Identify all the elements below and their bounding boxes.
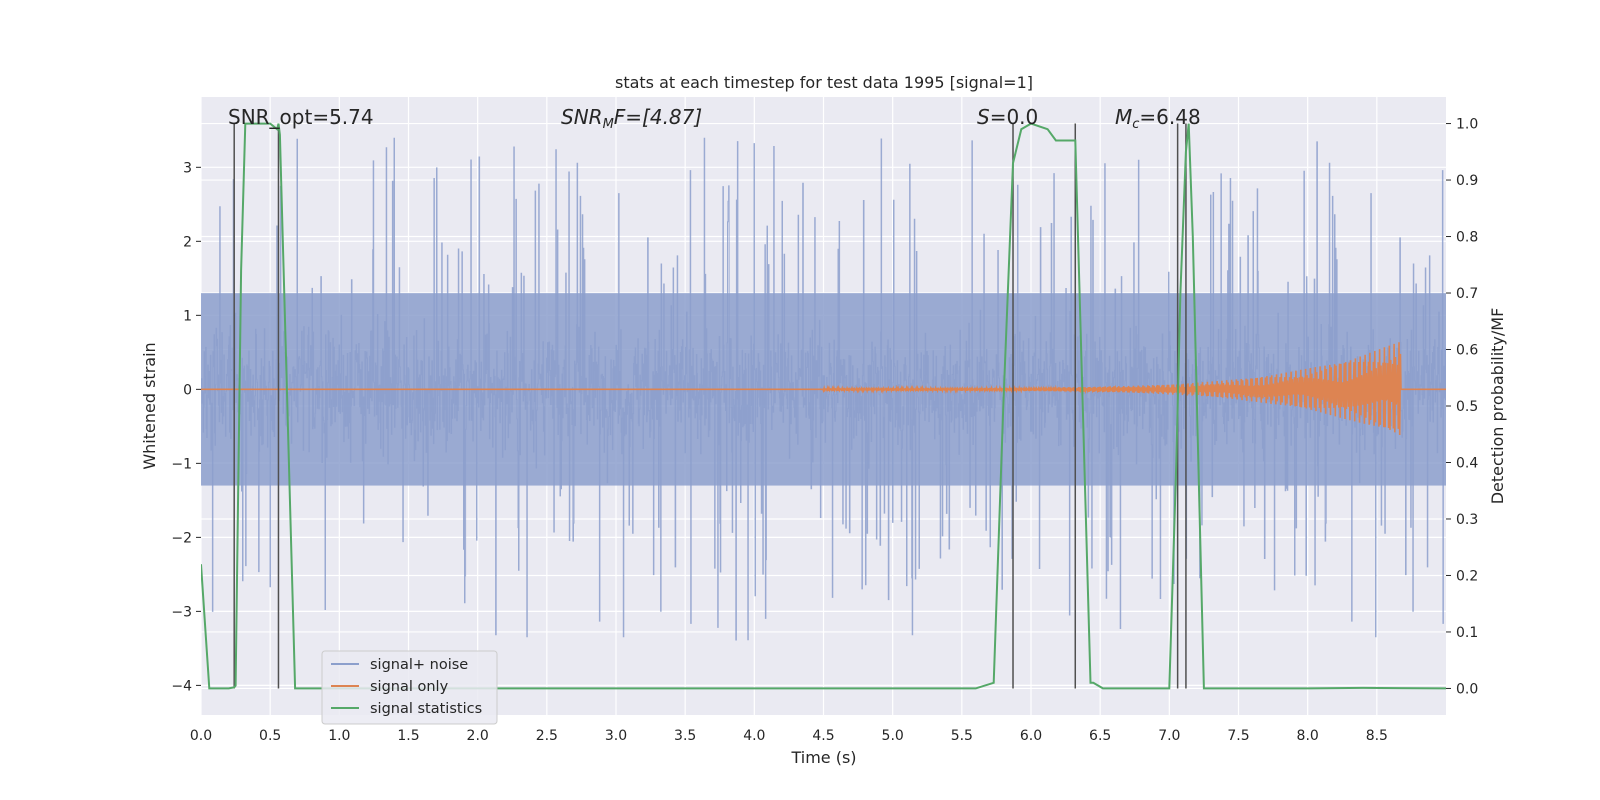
x-tick-label: 8.0 <box>1297 728 1319 744</box>
x-tick-label: 5.5 <box>951 728 973 744</box>
annotation-mc-base: M <box>1115 105 1132 129</box>
signal-statistics-line <box>201 122 1446 690</box>
x-tick-label: 3.0 <box>605 728 627 744</box>
annotation-snr-mf-base: SNR <box>561 105 603 129</box>
x-tick-label: 4.5 <box>812 728 834 744</box>
x-tick-label: 1.5 <box>397 728 419 744</box>
right-y-tick-label: 0.4 <box>1456 455 1478 471</box>
legend-label-signal-only: signal only <box>370 679 449 695</box>
annotation-snr-mf: SNRMF=[4.87] <box>561 105 702 132</box>
left-axis-label: Whitened strain <box>140 342 159 469</box>
left-y-tick-label: 3 <box>183 160 192 176</box>
x-tick-label: 7.5 <box>1227 728 1249 744</box>
annotation-s: S=0.0 <box>977 105 1038 129</box>
right-y-tick-label: 0.7 <box>1456 286 1478 302</box>
x-tick-label: 4.0 <box>743 728 765 744</box>
series-signal-only <box>201 342 1446 436</box>
x-tick-label: 5.0 <box>882 728 904 744</box>
right-y-tick-label: 0.9 <box>1456 173 1478 189</box>
right-y-tick-label: 0.1 <box>1456 625 1478 641</box>
left-y-tick-label: 2 <box>183 234 192 250</box>
plot-area <box>201 122 1446 690</box>
annotation-s-rest: =0.0 <box>990 105 1039 129</box>
right-y-tick-label: 0.3 <box>1456 512 1478 528</box>
x-tick-label: 0.5 <box>259 728 281 744</box>
annotation-mc-sub: c <box>1132 117 1139 132</box>
x-axis-label: Time (s) <box>790 748 856 767</box>
left-y-tick-label: −4 <box>171 678 192 694</box>
legend-box <box>321 650 498 725</box>
right-y-tick-label: 0.2 <box>1456 568 1478 584</box>
x-tick-label: 3.5 <box>674 728 696 744</box>
legend-label-signal-noise: signal+ noise <box>370 657 468 673</box>
right-y-tick-label: 1.0 <box>1456 117 1478 133</box>
legend: signal+ noise signal only signal statist… <box>321 650 498 725</box>
x-tick-label: 1.0 <box>328 728 350 744</box>
signal-only-line <box>201 342 1446 436</box>
x-axis-ticks: 0.0 0.5 1.0 1.5 2.0 2.5 3.0 3.5 4.0 4.5 5.0 5.5 6.0 6… <box>190 728 1388 744</box>
x-tick-label: 2.5 <box>536 728 558 744</box>
x-tick-label: 6.5 <box>1089 728 1111 744</box>
x-tick-label: 8.5 <box>1366 728 1388 744</box>
series-signal-statistics <box>201 122 1446 690</box>
annotation-snr-opt: SNR_opt=5.74 <box>228 105 374 129</box>
left-y-tick-label: −2 <box>171 530 192 546</box>
annotation-mc: Mc=6.48 <box>1115 105 1201 132</box>
left-y-tick-label: 0 <box>183 382 192 398</box>
right-y-tick-label: 0.0 <box>1456 681 1478 697</box>
right-y-tick-label: 0.6 <box>1456 343 1478 359</box>
right-y-tick-label: 0.8 <box>1456 230 1478 246</box>
annotation-snr-mf-sub: M <box>603 117 614 132</box>
left-y-tick-label: 1 <box>183 308 192 324</box>
right-axis-ticks: 1.0 0.9 0.8 0.7 0.6 0.5 0.4 0.3 0.2 0.1 0.0 <box>1446 117 1478 697</box>
annotation-snr-mf-rest: F=[4.87] <box>614 105 702 129</box>
x-tick-label: 2.0 <box>467 728 489 744</box>
right-axis-label: Detection probability/MF <box>1488 308 1507 505</box>
x-tick-label: 6.0 <box>1020 728 1042 744</box>
left-y-tick-label: −3 <box>171 604 192 620</box>
x-tick-label: 0.0 <box>190 728 212 744</box>
left-axis-ticks: 3 2 1 0 −1 −2 −3 −4 <box>171 160 201 694</box>
right-y-tick-label: 0.5 <box>1456 399 1478 415</box>
x-tick-label: 7.0 <box>1158 728 1180 744</box>
annotation-mc-rest: =6.48 <box>1139 105 1200 129</box>
annotation-s-base: S <box>977 105 990 129</box>
legend-label-signal-statistics: signal statistics <box>370 701 482 717</box>
left-y-tick-label: −1 <box>171 456 192 472</box>
chart-title: stats at each timestep for test data 199… <box>615 73 1033 92</box>
